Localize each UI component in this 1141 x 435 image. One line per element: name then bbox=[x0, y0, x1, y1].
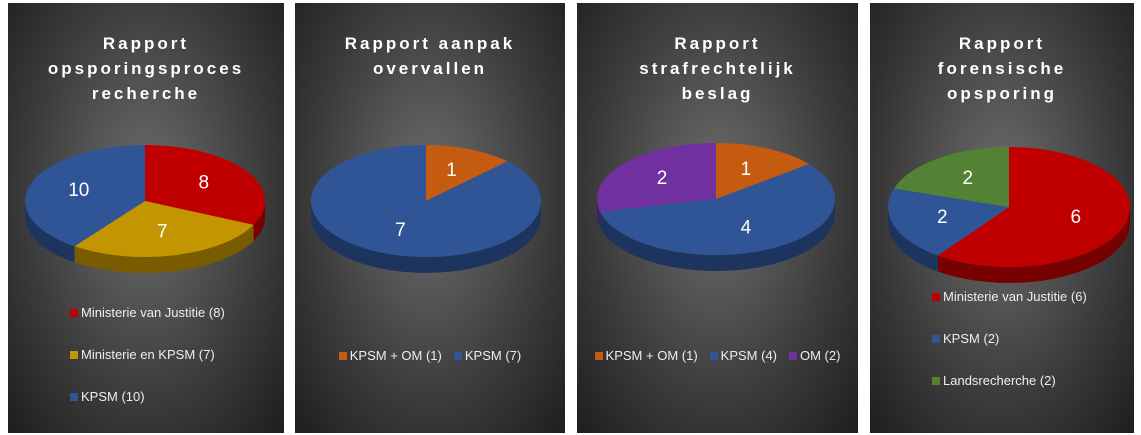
slice-side bbox=[937, 207, 1130, 283]
legend-label: KPSM + OM (1) bbox=[349, 348, 442, 363]
pie-chart: 1 4 2 bbox=[597, 143, 835, 272]
chart-title: Rapport strafrechtelijk beslag bbox=[639, 34, 796, 103]
legend-label: OM (2) bbox=[800, 348, 841, 363]
legend-label: KPSM (10) bbox=[81, 389, 145, 404]
slice bbox=[893, 147, 1009, 207]
slice-side bbox=[253, 201, 265, 241]
slice-side bbox=[311, 201, 541, 273]
legend-swatch bbox=[338, 351, 347, 360]
slice-side bbox=[74, 224, 254, 273]
slice-label: 8 bbox=[198, 173, 209, 194]
slice bbox=[145, 145, 265, 225]
legend-swatch bbox=[453, 351, 462, 360]
legend-label: Ministerie van Justitie (8) bbox=[81, 305, 225, 320]
slice bbox=[310, 145, 541, 257]
legend-swatch bbox=[709, 351, 718, 360]
slice-label: 2 bbox=[962, 168, 973, 189]
chart-panel: Rapport aanpak overvallen 1 7 KPSM + OM (1)… bbox=[295, 3, 565, 433]
slice bbox=[716, 143, 810, 199]
slice-label: 2 bbox=[937, 207, 948, 228]
legend-item: KPSM + OM (1) bbox=[594, 348, 698, 363]
chart-panel: Rapport opsporingsproces recherche 8 7 10 Mi… bbox=[8, 3, 284, 433]
slice-label: 7 bbox=[157, 221, 168, 242]
legend: Ministerie van Justitie (8) Ministerie en… bbox=[8, 305, 284, 431]
slice bbox=[426, 145, 508, 201]
legend-label: KPSM (2) bbox=[943, 331, 1000, 346]
legend-label: Landsrecherche (2) bbox=[943, 373, 1056, 388]
legend: KPSM + OM (1) KPSM (7) bbox=[295, 348, 565, 363]
legend-label: Ministerie en KPSM (7) bbox=[81, 347, 215, 362]
slice bbox=[599, 164, 835, 255]
legend-label: KPSM (7) bbox=[464, 348, 522, 363]
slice-side bbox=[599, 199, 835, 272]
legend-swatch bbox=[594, 351, 603, 360]
slice-side bbox=[888, 207, 938, 272]
chart-panel: Rapport forensische opsporing 6 2 2 Minister… bbox=[870, 3, 1134, 433]
legend-label: KPSM (4) bbox=[720, 348, 777, 363]
legend: Ministerie van Justitie (6) KPSM (2) Lands… bbox=[870, 289, 1134, 415]
slice bbox=[24, 145, 146, 247]
chart-title: Rapport forensische opsporing bbox=[937, 34, 1067, 103]
chart-title: Rapport opsporingsproces recherche bbox=[47, 34, 245, 103]
legend-item: Ministerie van Justitie (8) bbox=[70, 305, 225, 320]
pie-chart: 6 22 bbox=[888, 147, 1130, 283]
slice-label: 1 bbox=[741, 159, 752, 180]
legend-swatch bbox=[70, 350, 78, 359]
legend-item: KPSM + OM (1) bbox=[338, 348, 442, 363]
slice-label: 7 bbox=[395, 220, 406, 241]
legend-item: Ministerie van Justitie (6) bbox=[932, 289, 1087, 304]
chart-panel: Rapport strafrechtelijk beslag 1 4 2 KPSM + … bbox=[577, 3, 858, 433]
slice-label: 2 bbox=[657, 168, 668, 189]
legend-swatch bbox=[70, 308, 78, 317]
slice bbox=[74, 201, 254, 257]
legend: KPSM + OM (1) KPSM (4) OM (2) bbox=[577, 348, 858, 363]
legend-swatch bbox=[932, 376, 940, 385]
legend-swatch bbox=[932, 334, 940, 343]
pie-chart: 17 bbox=[310, 145, 541, 273]
chart-title: Rapport aanpak overvallen bbox=[344, 34, 516, 78]
slice-side bbox=[597, 199, 600, 228]
legend-item: Ministerie en KPSM (7) bbox=[70, 347, 215, 362]
legend-item: KPSM (7) bbox=[453, 348, 522, 363]
legend-swatch bbox=[789, 351, 797, 360]
legend-swatch bbox=[932, 292, 940, 301]
legend-label: Ministerie van Justitie (6) bbox=[943, 289, 1087, 304]
legend-label: KPSM + OM (1) bbox=[605, 348, 698, 363]
legend-item: KPSM (2) bbox=[932, 331, 999, 346]
pie-chart: 8 7 10 bbox=[24, 145, 265, 273]
slice-label: 6 bbox=[1070, 207, 1081, 228]
legend-swatch bbox=[70, 392, 78, 401]
slice bbox=[888, 188, 1009, 256]
legend-item: Landsrecherche (2) bbox=[932, 373, 1056, 388]
slice bbox=[937, 147, 1130, 267]
slice-side bbox=[25, 201, 75, 263]
slice-label: 10 bbox=[68, 180, 89, 201]
legend-item: KPSM (10) bbox=[70, 389, 145, 404]
legend-item: KPSM (4) bbox=[709, 348, 777, 363]
slice-label: 1 bbox=[446, 160, 457, 181]
slice-label: 4 bbox=[741, 217, 752, 238]
slice bbox=[597, 143, 716, 212]
legend-item: OM (2) bbox=[789, 348, 840, 363]
